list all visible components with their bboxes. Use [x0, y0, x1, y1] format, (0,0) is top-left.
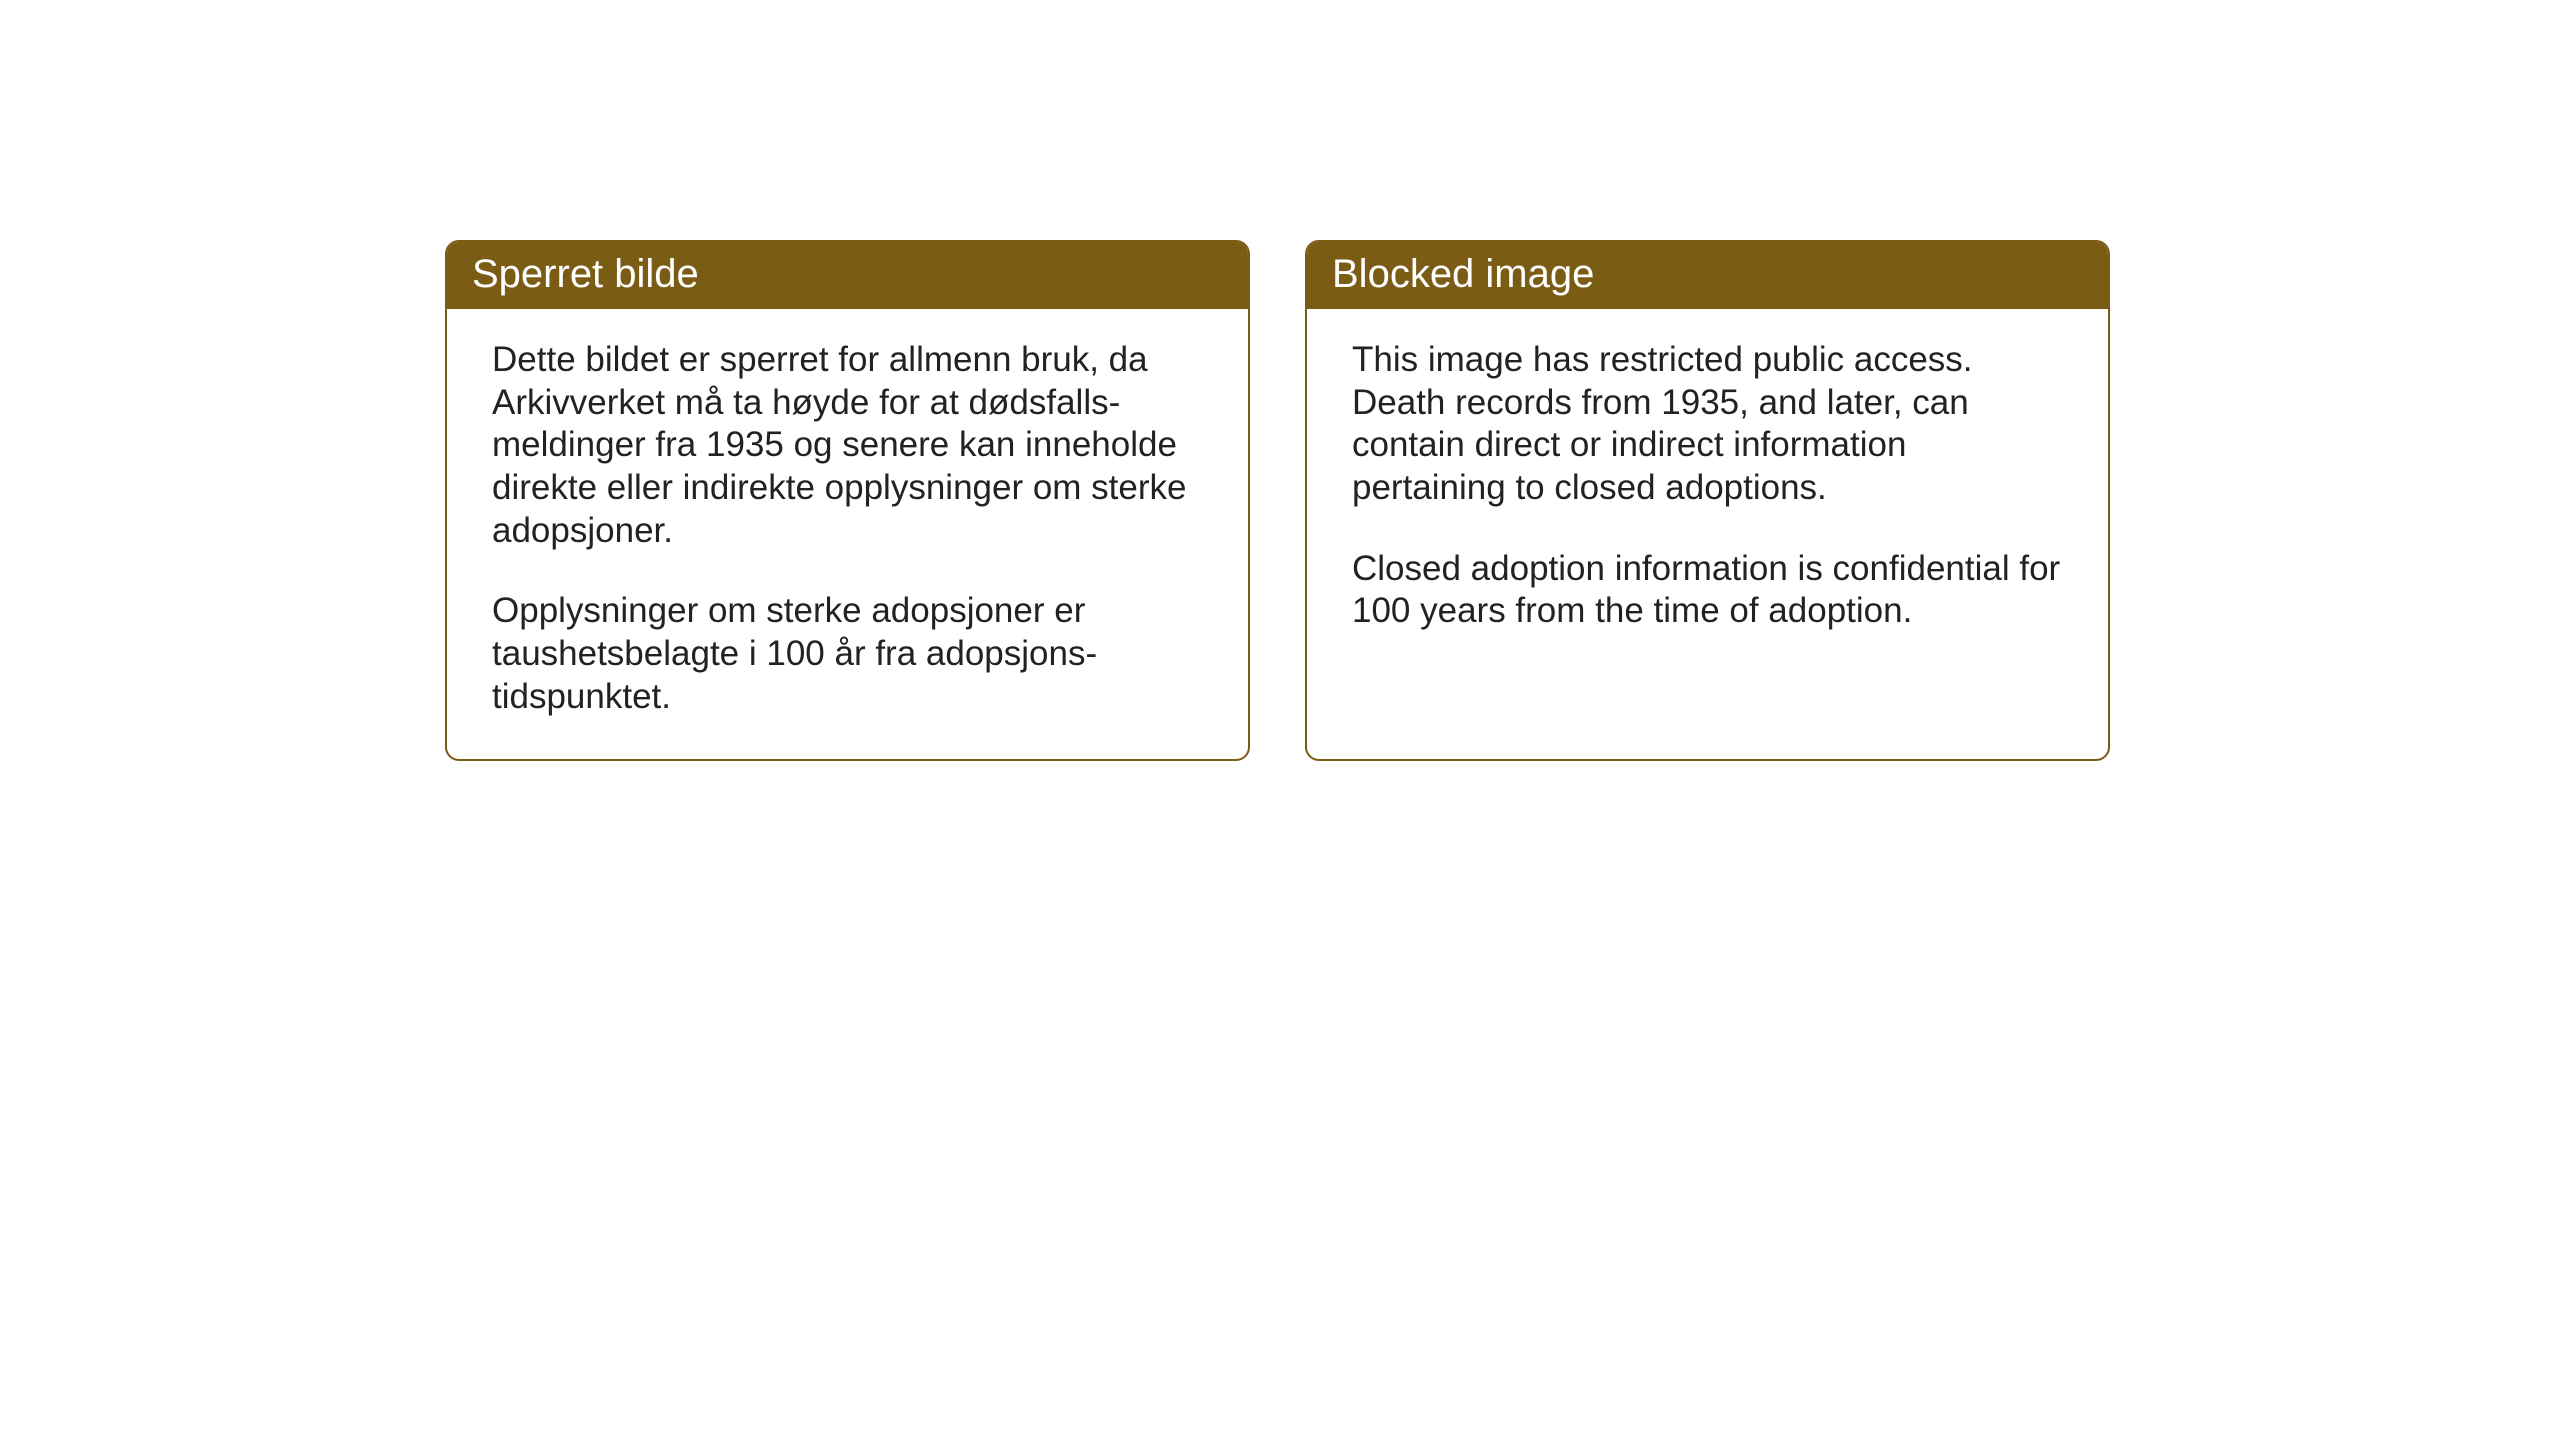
- notice-card-english: Blocked image This image has restricted …: [1305, 240, 2110, 761]
- card-title-english: Blocked image: [1332, 252, 1594, 296]
- card-header-norwegian: Sperret bilde: [447, 242, 1248, 309]
- card-title-norwegian: Sperret bilde: [472, 252, 699, 296]
- card-header-english: Blocked image: [1307, 242, 2108, 309]
- notice-container: Sperret bilde Dette bildet er sperret fo…: [445, 240, 2110, 761]
- card-paragraph2-norwegian: Opplysninger om sterke adopsjoner er tau…: [492, 590, 1203, 718]
- card-paragraph1-norwegian: Dette bildet er sperret for allmenn bruk…: [492, 339, 1203, 552]
- notice-card-norwegian: Sperret bilde Dette bildet er sperret fo…: [445, 240, 1250, 761]
- card-paragraph2-english: Closed adoption information is confident…: [1352, 548, 2063, 633]
- card-paragraph1-english: This image has restricted public access.…: [1352, 339, 2063, 510]
- card-body-norwegian: Dette bildet er sperret for allmenn bruk…: [447, 309, 1248, 759]
- card-body-english: This image has restricted public access.…: [1307, 309, 2108, 729]
